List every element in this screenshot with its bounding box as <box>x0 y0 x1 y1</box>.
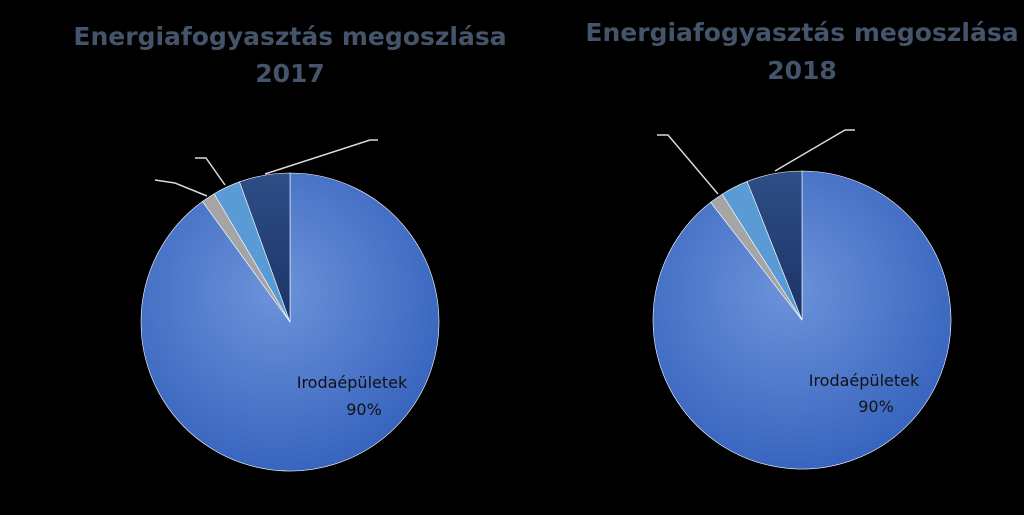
chart-title: Energiafogyasztás megoszlása <box>73 22 506 51</box>
data-label-category: Irodaépületek <box>809 371 920 390</box>
data-label-category: Irodaépületek <box>297 373 408 392</box>
pie-slices <box>140 172 440 472</box>
leader-line <box>774 129 855 172</box>
pie-slice <box>239 172 291 323</box>
chart-subtitle: 2017 <box>255 59 325 88</box>
leader-line <box>657 134 719 195</box>
chart-subtitle: 2018 <box>767 56 837 85</box>
leader-line <box>154 179 208 197</box>
chart-title: Energiafogyasztás megoszlása <box>585 18 1018 47</box>
pie-chart-2017: Energiafogyasztás megoszlása 2017 Irodaé… <box>73 22 507 472</box>
pie-chart-2018: Energiafogyasztás megoszlása 2018 Irodaé… <box>585 18 1019 470</box>
pie-slice <box>746 170 803 321</box>
pie-slices <box>652 170 952 470</box>
leader-line <box>195 157 226 186</box>
data-label-value: 90% <box>858 397 894 416</box>
data-label-value: 90% <box>346 400 382 419</box>
leader-line <box>264 139 378 175</box>
